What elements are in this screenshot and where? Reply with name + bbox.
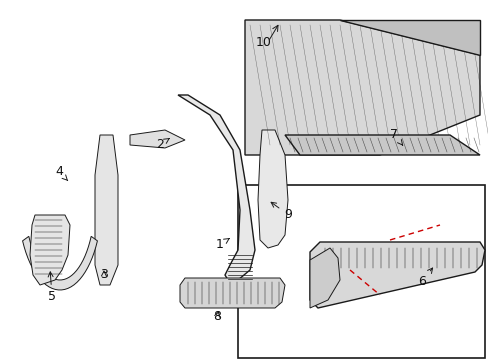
- Polygon shape: [30, 215, 70, 285]
- Text: 4: 4: [55, 165, 67, 181]
- Polygon shape: [309, 248, 339, 308]
- Polygon shape: [178, 95, 254, 280]
- Polygon shape: [22, 236, 97, 290]
- Polygon shape: [95, 135, 118, 285]
- Polygon shape: [130, 130, 184, 148]
- Text: 10: 10: [256, 36, 271, 49]
- Text: 7: 7: [389, 128, 402, 145]
- Text: 5: 5: [48, 272, 56, 303]
- Polygon shape: [180, 278, 285, 308]
- Polygon shape: [285, 135, 479, 155]
- Polygon shape: [244, 20, 479, 155]
- Polygon shape: [309, 242, 484, 308]
- Text: 3: 3: [100, 268, 108, 281]
- Text: 1: 1: [216, 238, 229, 251]
- Polygon shape: [258, 130, 287, 248]
- Text: 2: 2: [156, 138, 169, 151]
- Polygon shape: [339, 20, 479, 55]
- Text: 9: 9: [270, 202, 291, 221]
- Text: 8: 8: [213, 310, 221, 323]
- Text: 6: 6: [417, 268, 432, 288]
- Bar: [238, 185, 484, 358]
